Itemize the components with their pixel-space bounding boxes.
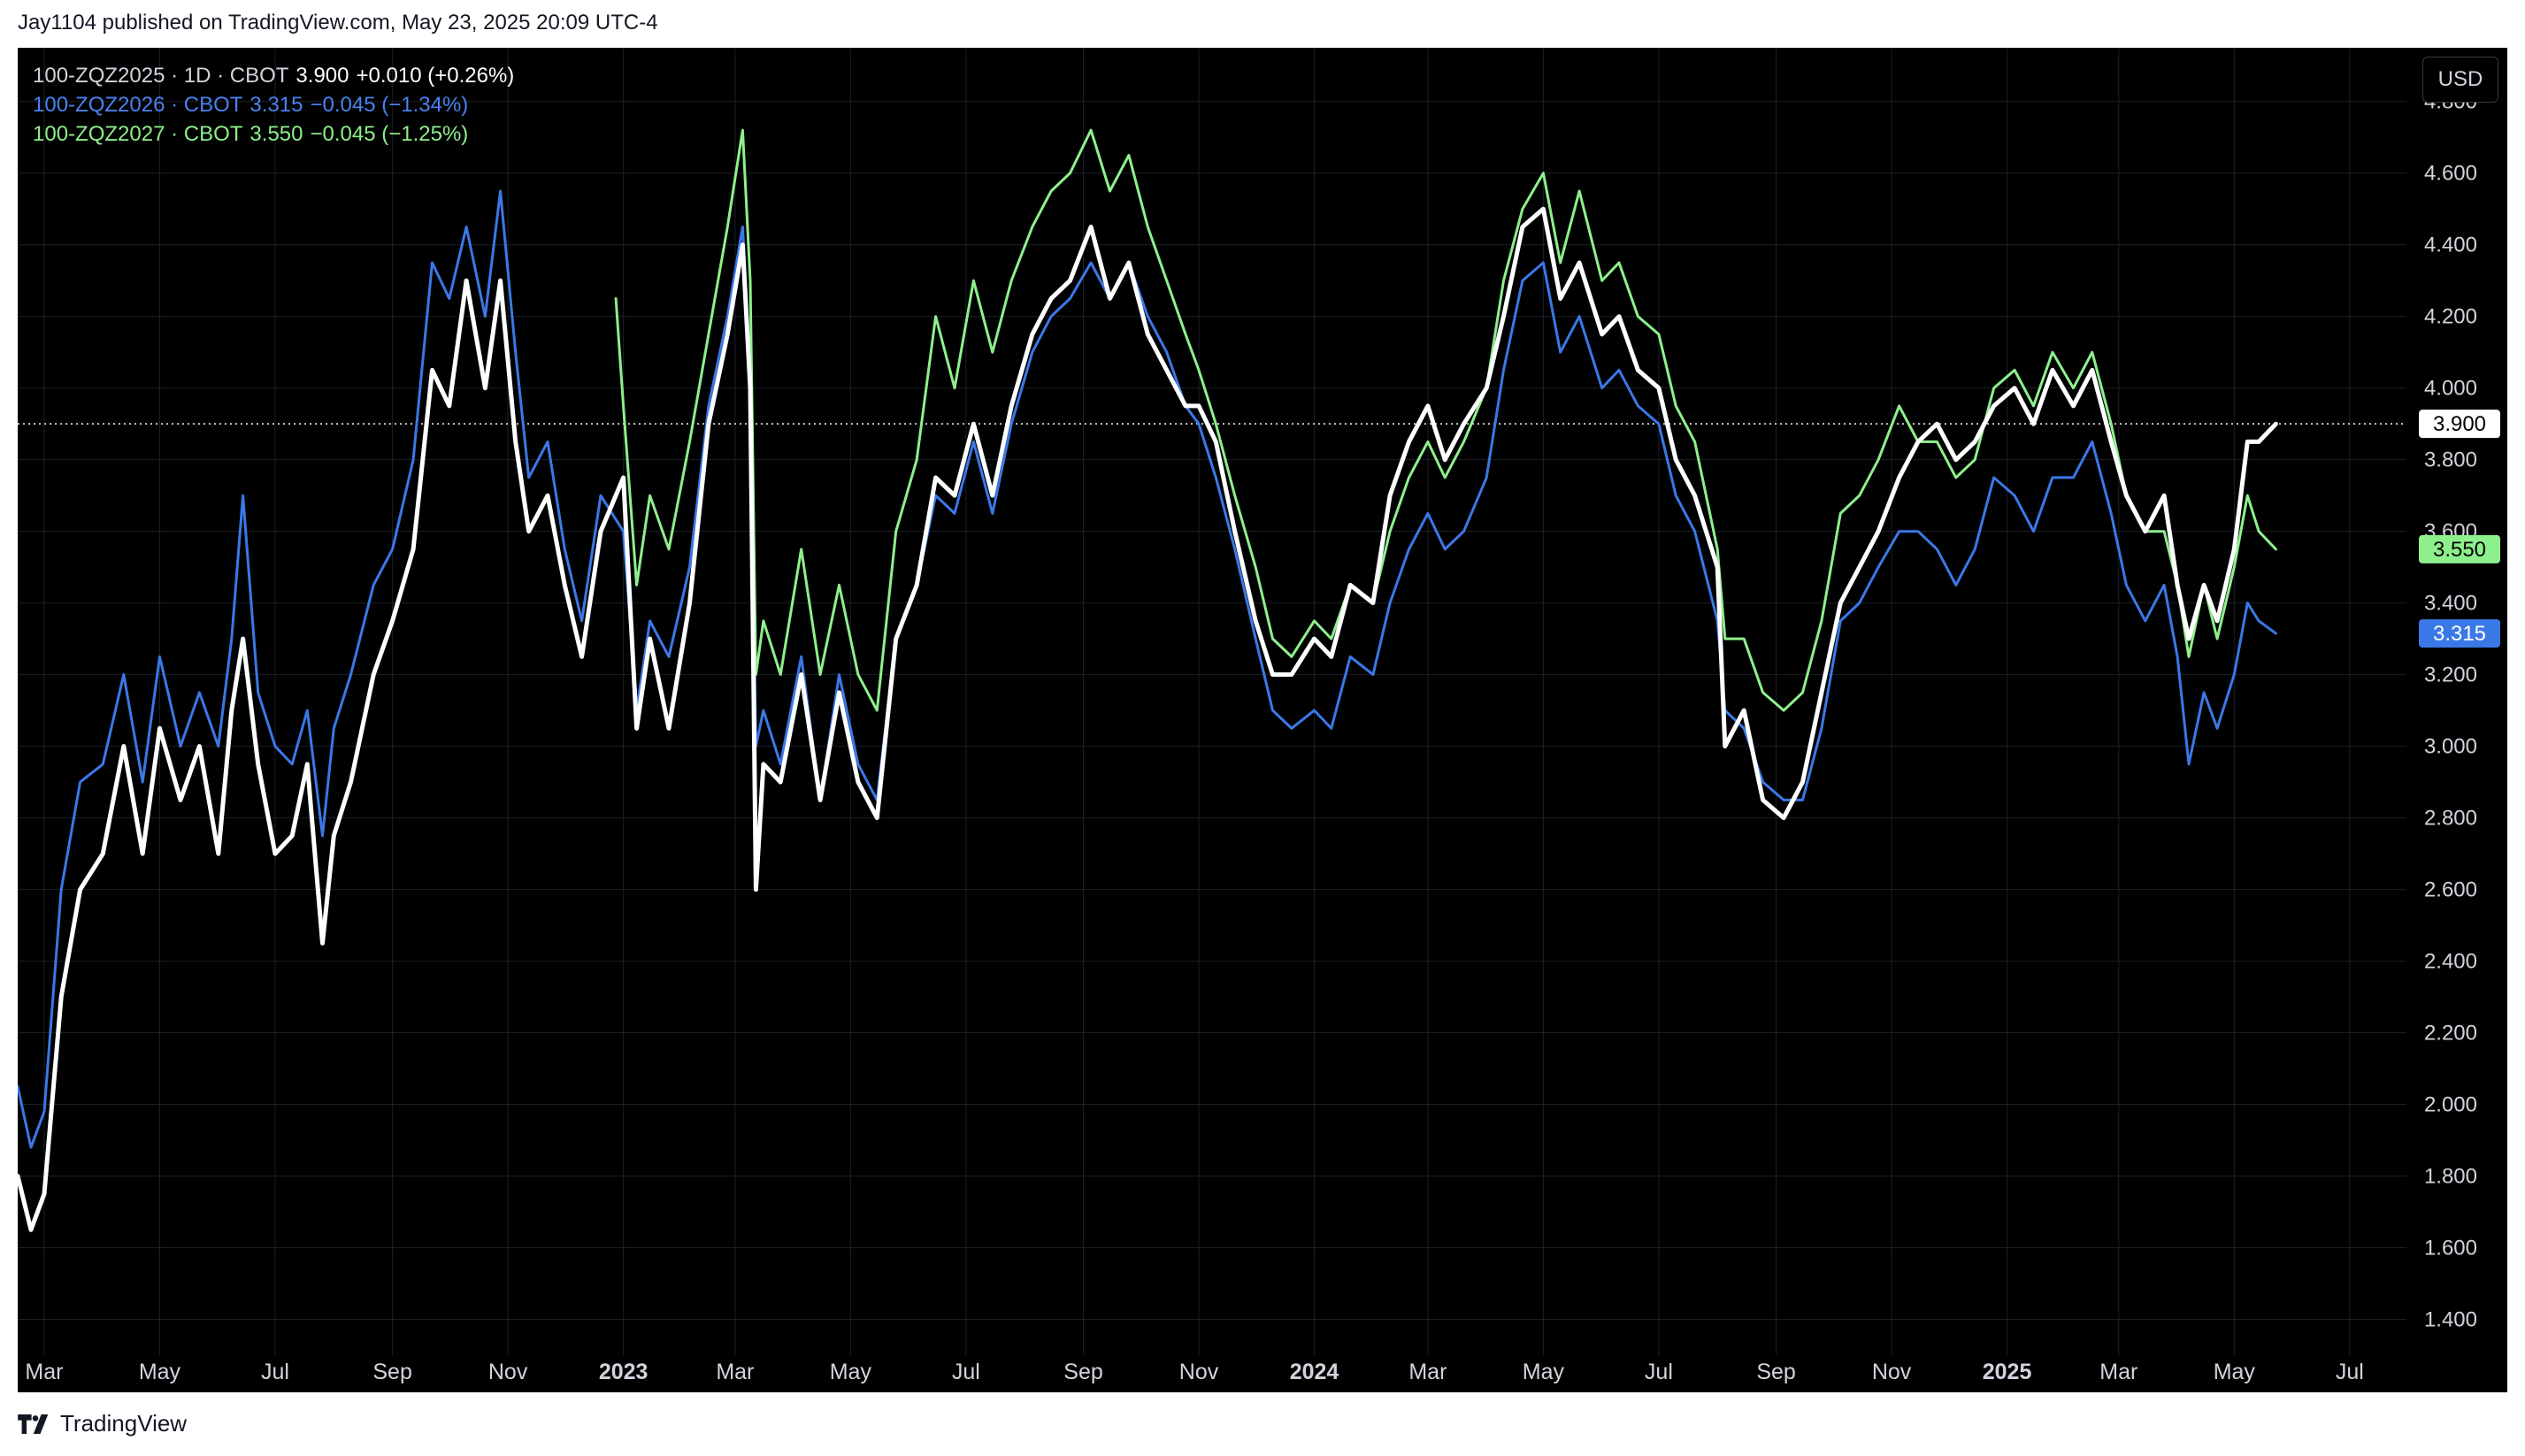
x-tick-label: Nov bbox=[488, 1360, 528, 1384]
currency-button[interactable]: USD bbox=[2422, 57, 2498, 103]
price-label-text: 3.550 bbox=[2433, 538, 2486, 562]
price-label-text: 3.900 bbox=[2433, 412, 2486, 436]
price-label-text: 3.315 bbox=[2433, 622, 2486, 646]
y-tick-label: 2.200 bbox=[2424, 1022, 2477, 1046]
y-tick-label: 4.400 bbox=[2424, 234, 2477, 257]
x-tick-label: Sep bbox=[1756, 1360, 1795, 1384]
x-tick-label: Mar bbox=[25, 1360, 63, 1384]
legend-change: −0.045 (−1.34%) bbox=[310, 93, 469, 117]
y-tick-label: 2.400 bbox=[2424, 950, 2477, 974]
legend-row-zqz2026[interactable]: 100-ZQZ2026 · CBOT 3.315 −0.045 (−1.34%) bbox=[33, 90, 521, 119]
y-tick-label: 4.200 bbox=[2424, 305, 2477, 329]
publisher-credit: Jay1104 published on TradingView.com, Ma… bbox=[18, 11, 658, 34]
y-tick-label: 3.000 bbox=[2424, 735, 2477, 759]
y-tick-label: 2.600 bbox=[2424, 878, 2477, 902]
x-tick-label: Nov bbox=[1872, 1360, 1912, 1384]
y-tick-label: 1.400 bbox=[2424, 1308, 2477, 1332]
legend-change: +0.010 (+0.26%) bbox=[356, 64, 515, 88]
brand-name: TradingView bbox=[60, 1410, 188, 1437]
legend-value: 3.315 bbox=[249, 93, 303, 117]
legend-symbol: 100-ZQZ2025 · 1D · CBOT bbox=[33, 64, 289, 88]
y-tick-label: 4.000 bbox=[2424, 377, 2477, 401]
chart-area[interactable]: 1.400 1.600 1.800 2.000 2.200 2.400 2.600 2.800… bbox=[18, 48, 2507, 1392]
y-tick-label: 2.800 bbox=[2424, 807, 2477, 831]
x-tick-label: May bbox=[830, 1360, 872, 1384]
price-axis[interactable]: 1.400 1.600 1.800 2.000 2.200 2.400 2.600 2.800… bbox=[2424, 90, 2477, 1332]
y-tick-label: 3.800 bbox=[2424, 448, 2477, 472]
tradingview-logo-icon bbox=[18, 1414, 49, 1434]
brand-footer[interactable]: TradingView bbox=[18, 1410, 187, 1437]
legend: 100-ZQZ2025 · 1D · CBOT 3.900 +0.010 (+0.2… bbox=[33, 61, 521, 149]
legend-value: 3.550 bbox=[249, 122, 303, 146]
price-labels: 3.900 3.550 3.315 bbox=[2419, 410, 2500, 648]
x-tick-label: Jul bbox=[1645, 1360, 1673, 1384]
x-tick-label: Mar bbox=[716, 1360, 754, 1384]
x-tick-label: Jul bbox=[261, 1360, 289, 1384]
series-line-100-zqz2027 bbox=[614, 128, 2277, 712]
x-tick-label: Mar bbox=[1408, 1360, 1447, 1384]
series-lines bbox=[18, 128, 2278, 1232]
price-label-box bbox=[2419, 534, 2500, 563]
grid-lines bbox=[18, 48, 2406, 1355]
legend-symbol: 100-ZQZ2027 · CBOT bbox=[33, 122, 243, 146]
x-tick-label: 2025 bbox=[1983, 1360, 2032, 1384]
x-tick-label: Nov bbox=[1179, 1360, 1219, 1384]
y-tick-label: 2.000 bbox=[2424, 1093, 2477, 1117]
y-tick-label: 1.600 bbox=[2424, 1237, 2477, 1261]
y-tick-label: 4.600 bbox=[2424, 162, 2477, 186]
x-tick-label: Sep bbox=[372, 1360, 411, 1384]
x-tick-label: 2023 bbox=[599, 1360, 649, 1384]
x-tick-label: 2024 bbox=[1290, 1360, 1339, 1384]
legend-value: 3.900 bbox=[295, 64, 349, 88]
x-tick-label: Jul bbox=[952, 1360, 980, 1384]
y-tick-label: 3.400 bbox=[2424, 592, 2477, 616]
legend-row-zqz2025[interactable]: 100-ZQZ2025 · 1D · CBOT 3.900 +0.010 (+0.2… bbox=[33, 61, 521, 90]
price-label-box bbox=[2419, 410, 2500, 439]
x-tick-label: Mar bbox=[2099, 1360, 2137, 1384]
legend-row-zqz2027[interactable]: 100-ZQZ2027 · CBOT 3.550 −0.045 (−1.25%) bbox=[33, 119, 521, 149]
series-line-100-zqz2025 bbox=[18, 206, 2278, 1232]
y-tick-label: 3.200 bbox=[2424, 663, 2477, 687]
legend-symbol: 100-ZQZ2026 · CBOT bbox=[33, 93, 243, 117]
legend-change: −0.045 (−1.25%) bbox=[310, 122, 469, 146]
y-tick-label: 1.800 bbox=[2424, 1165, 2477, 1189]
x-tick-label: Sep bbox=[1063, 1360, 1102, 1384]
chart-svg: 1.400 1.600 1.800 2.000 2.200 2.400 2.600 2.800… bbox=[18, 48, 2500, 1384]
price-label-box bbox=[2419, 619, 2500, 648]
x-tick-label: May bbox=[2214, 1360, 2256, 1384]
x-tick-label: May bbox=[1523, 1360, 1565, 1384]
x-tick-label: May bbox=[139, 1360, 181, 1384]
x-tick-label: Jul bbox=[2336, 1360, 2364, 1384]
time-axis[interactable]: Mar May Jul Sep Nov 2023 Mar May Jul Sep Nov 2024 Ma… bbox=[25, 1360, 2363, 1384]
